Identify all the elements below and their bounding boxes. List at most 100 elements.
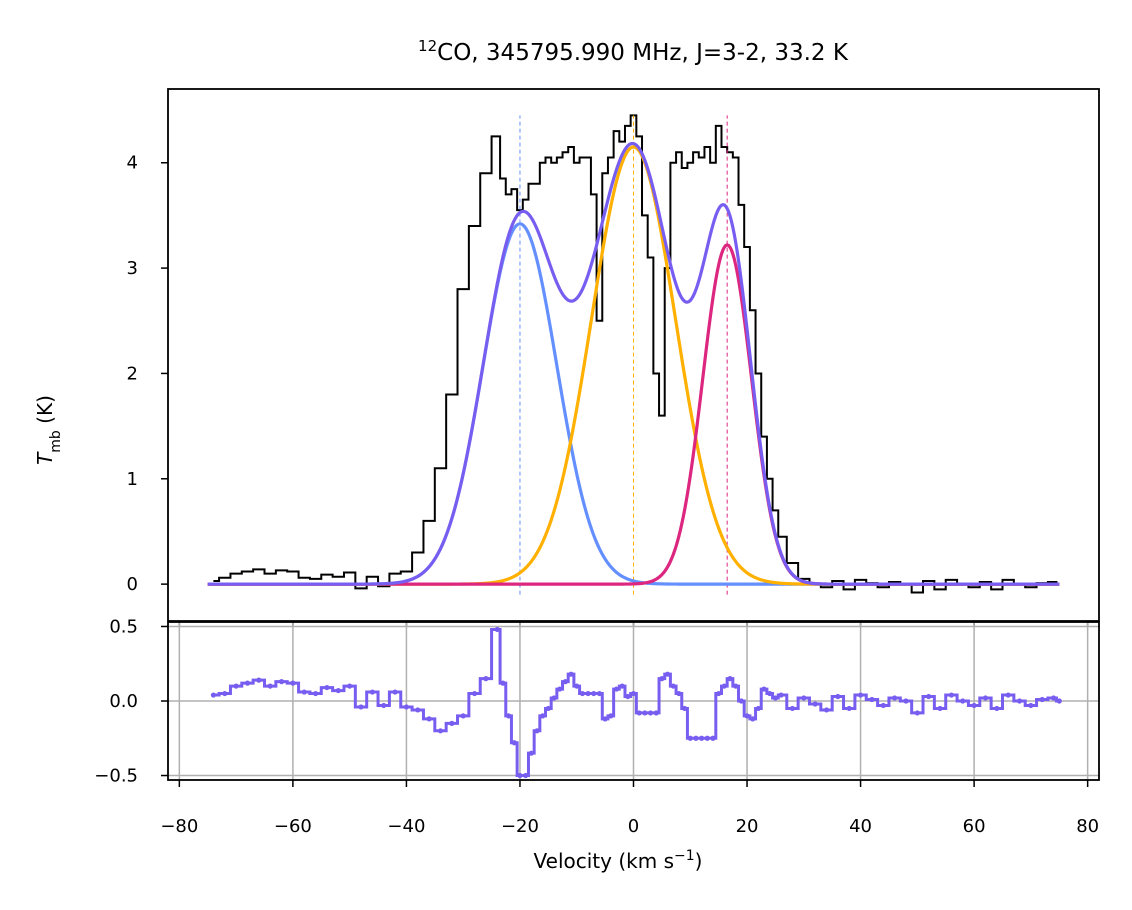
residual-point [880,702,886,709]
residual-point [767,690,773,697]
residual-point [971,702,977,709]
residual-point [681,705,688,712]
residual-point [557,686,563,692]
residual-point [506,713,512,719]
ylabel-subscript: mb [48,430,64,453]
residual-point [562,679,568,685]
residual-point [568,671,574,677]
residual-point [415,707,421,713]
residual-point [846,705,852,712]
top-y-tick-label: 0 [127,574,138,595]
residual-point [835,693,841,700]
residual-point [687,735,693,741]
top-plot-area [207,114,1060,595]
residual-point [267,683,273,689]
xlabel-close: ) [695,849,703,873]
bottom-y-tick-label: −0.5 [94,766,138,787]
bottom-plot-area [210,626,1062,779]
bottom-x-tick-label: 60 [963,816,986,837]
residual-point [369,689,375,695]
residual-point [994,705,1000,712]
xlabel-superscript: −1 [674,848,695,864]
residual-point [659,676,665,682]
residual-point [960,698,966,704]
residual-point [1050,695,1057,701]
residual-point [693,735,699,741]
residual-point [540,713,546,719]
residual-point [602,716,608,722]
residual-point [517,772,523,779]
residual-point [222,690,228,697]
residual-point [903,698,909,704]
residual-point [647,710,654,716]
residual-point [664,671,671,677]
residual-point [301,689,307,695]
residual-point [471,690,478,697]
residual-point [982,695,989,701]
residual-point [551,695,557,701]
bottom-x-tick-label: 0 [628,816,639,837]
top-y-tick-label: 3 [127,258,138,279]
total-fit-line [207,141,1060,586]
residual-step-line [213,627,1060,778]
residual-point [761,686,767,692]
residual-point [596,690,603,697]
residual-point [789,705,796,712]
residual-point [642,710,648,716]
residual-point [772,695,779,701]
residual-point [335,687,341,694]
residual-point [857,692,864,698]
bottom-x-tick-label: −80 [160,816,198,837]
residual-point [324,684,330,691]
residual-point [670,683,676,689]
residual-point [636,710,642,716]
residual-point [534,728,540,734]
residual-point [733,683,739,689]
top-y-axis-label: Tmb (K) [33,395,64,465]
residual-point [312,690,319,697]
residual-point [511,740,517,746]
ylabel-unit: (K) [33,395,57,430]
residual-point [926,693,932,700]
residual-point [437,728,444,734]
bottom-x-tick-label: −60 [274,816,312,837]
observed-spectrum-line [213,114,1060,594]
residual-point [869,696,875,703]
title-superscript: 12 [418,37,437,55]
ylabel-main: T [33,451,57,465]
residual-point [523,772,529,779]
residual-point [460,713,466,719]
bottom-x-tick-label: −40 [387,816,425,837]
residual-point [630,690,637,697]
residual-point [744,713,750,719]
residual-panel: −0.5 0.0 0.5 −80 −60 −40 −20 0 20 40 60 80 [94,616,1100,837]
title-text: CO, 345795.990 MHz, J=3-2, 33.2 K [437,40,849,66]
residual-point [347,683,353,689]
residual-point [1028,702,1034,709]
residual-point [494,626,500,633]
residual-point [256,677,262,683]
residual-point [710,735,716,741]
residual-point [1005,692,1011,698]
residual-point [937,705,943,712]
residual-point [948,692,955,698]
residual-point [653,710,659,716]
residual-point [591,690,597,697]
residual-point [801,695,807,701]
residual-point [358,704,364,710]
top-y-tick-label: 2 [127,363,138,384]
residual-point [500,680,506,686]
residual-point [892,695,898,701]
residual-point [1039,696,1045,703]
residual-point [738,698,744,704]
x-axis-label: Velocity (km s−1) [534,848,703,873]
residual-point [613,686,620,692]
residual-point [381,702,387,709]
residual-point [545,705,551,712]
residual-point [290,680,296,686]
residual-point [233,683,239,689]
residual-point [210,692,217,698]
residual-point [755,705,761,712]
